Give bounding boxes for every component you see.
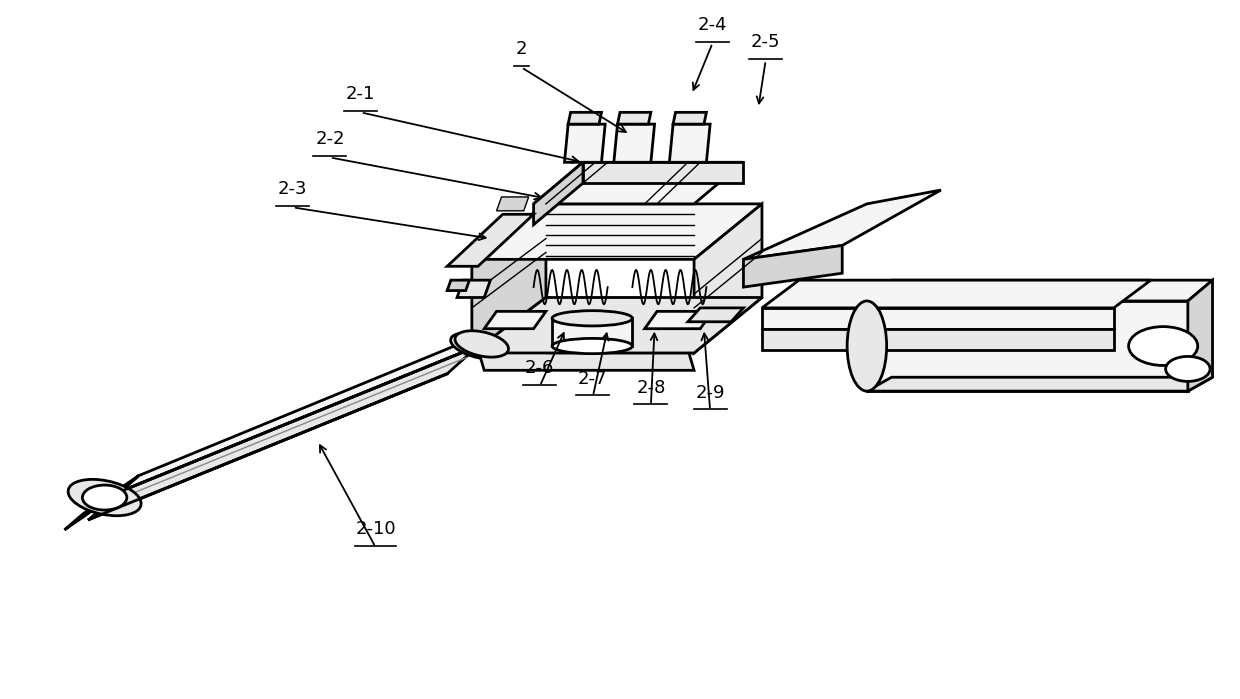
- Polygon shape: [867, 301, 1188, 391]
- Polygon shape: [744, 245, 842, 287]
- Text: 2-7: 2-7: [578, 370, 608, 388]
- Ellipse shape: [552, 310, 632, 326]
- Polygon shape: [867, 377, 1213, 391]
- Polygon shape: [618, 113, 651, 124]
- Polygon shape: [533, 162, 744, 204]
- Polygon shape: [688, 308, 744, 322]
- Circle shape: [82, 485, 126, 510]
- Text: 2-2: 2-2: [315, 131, 345, 148]
- Polygon shape: [564, 124, 605, 162]
- Circle shape: [1128, 326, 1198, 366]
- Polygon shape: [761, 308, 1114, 329]
- Polygon shape: [673, 113, 707, 124]
- Polygon shape: [64, 476, 139, 530]
- Polygon shape: [448, 280, 470, 291]
- Polygon shape: [479, 350, 694, 370]
- Polygon shape: [568, 113, 601, 124]
- Polygon shape: [533, 162, 583, 224]
- Polygon shape: [744, 190, 941, 259]
- Polygon shape: [645, 311, 713, 329]
- Polygon shape: [694, 204, 761, 353]
- Polygon shape: [761, 280, 1151, 308]
- Polygon shape: [614, 124, 655, 162]
- Polygon shape: [670, 124, 711, 162]
- Polygon shape: [496, 197, 528, 211]
- Text: 2-6: 2-6: [525, 359, 554, 377]
- Polygon shape: [448, 215, 533, 266]
- Text: 2-8: 2-8: [636, 379, 666, 396]
- Ellipse shape: [552, 338, 632, 354]
- Circle shape: [1166, 356, 1210, 382]
- Ellipse shape: [455, 331, 508, 357]
- Text: 2-1: 2-1: [346, 85, 376, 103]
- Polygon shape: [472, 204, 761, 259]
- Polygon shape: [867, 280, 1213, 301]
- Polygon shape: [552, 318, 632, 346]
- Ellipse shape: [847, 301, 887, 391]
- Polygon shape: [458, 280, 490, 298]
- Polygon shape: [89, 346, 479, 519]
- Text: 2: 2: [516, 41, 527, 58]
- Ellipse shape: [68, 480, 141, 516]
- Polygon shape: [1188, 280, 1213, 391]
- Text: 2-3: 2-3: [278, 180, 308, 199]
- Polygon shape: [484, 311, 546, 329]
- Text: 2-10: 2-10: [356, 520, 396, 538]
- Polygon shape: [583, 162, 744, 183]
- Polygon shape: [472, 298, 761, 353]
- Text: 2-4: 2-4: [698, 16, 728, 34]
- Polygon shape: [761, 329, 1114, 350]
- Text: 2-9: 2-9: [696, 384, 725, 401]
- Polygon shape: [472, 204, 546, 353]
- Text: 2-5: 2-5: [751, 34, 780, 51]
- Polygon shape: [120, 329, 496, 491]
- Ellipse shape: [450, 333, 506, 359]
